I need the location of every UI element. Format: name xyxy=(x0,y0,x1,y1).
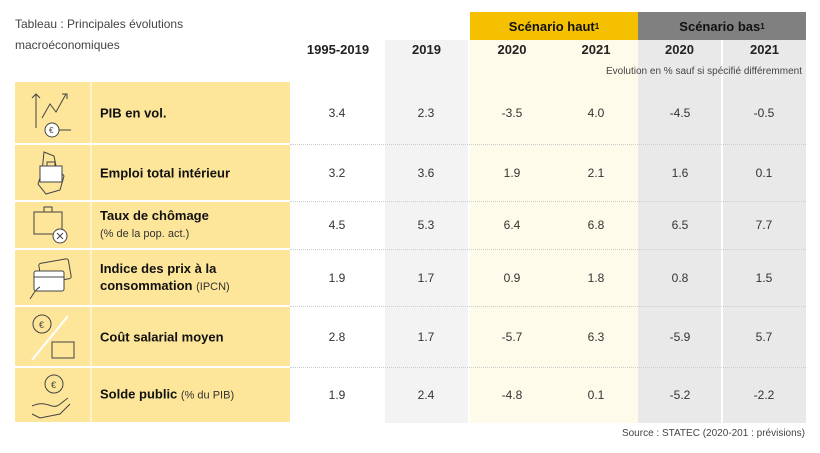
value-cell: 1.9 xyxy=(328,270,346,285)
euro-coin-briefcase-icon: € xyxy=(31,314,75,361)
row-sublabel: (% du PIB) xyxy=(180,389,235,402)
value-cell: 1.7 xyxy=(417,329,435,344)
table-row: € PIB en vol. 3.4 2.3 -3.5 4.0 -4.5 -0.5 xyxy=(15,82,806,145)
row-label-cell: Indice des prix à la consommation (IPCN) xyxy=(15,250,290,305)
value-cell: 0.9 xyxy=(503,270,521,285)
value-cell: -2.2 xyxy=(753,388,775,402)
svg-text:€: € xyxy=(51,380,56,390)
value-cell: -0.5 xyxy=(753,105,775,120)
briefcase-luxembourg-map-icon xyxy=(37,150,65,195)
row-label: Solde public xyxy=(100,386,178,402)
scenario-haut-label: Scénario haut xyxy=(508,18,595,34)
value-cell: -4.8 xyxy=(501,388,523,402)
divider xyxy=(90,145,92,200)
year-header: 2019 xyxy=(412,42,441,57)
row-label-cell: € PIB en vol. xyxy=(15,82,290,143)
row-label: Indice des prix à la consommation xyxy=(100,260,217,293)
divider xyxy=(90,82,92,143)
value-cell: 0.8 xyxy=(671,270,689,285)
value-cell: 1.9 xyxy=(328,388,346,402)
value-cell: 0.1 xyxy=(587,388,605,402)
value-cell: 3.4 xyxy=(328,105,346,120)
row-label-cell: Taux de chômage (% de la pop. act.) xyxy=(15,202,290,248)
row-label: Taux de chômage xyxy=(100,208,209,223)
row-sublabel: (IPCN) xyxy=(196,280,230,293)
table-row: € Coût salarial moyen 2.8 1.7 -5.7 6.3 -5.9 5.7 xyxy=(15,307,806,368)
value-cell: -5.2 xyxy=(669,388,691,402)
unit-note: Evolution en % sauf si spécifié différem… xyxy=(605,66,802,77)
row-sublabel: (% de la pop. act.) xyxy=(100,228,190,240)
value-cell: 6.3 xyxy=(587,329,605,344)
divider xyxy=(90,202,92,248)
table-row: Taux de chômage (% de la pop. act.) 4.5 5.3… xyxy=(15,202,806,250)
value-cell: 1.5 xyxy=(755,270,773,285)
row-label-cell: € Solde public (% du PIB) xyxy=(15,368,290,422)
year-header: 2021 xyxy=(750,42,779,57)
value-cell: -3.5 xyxy=(501,105,523,120)
value-cell: 6.4 xyxy=(503,218,521,232)
footnote-marker: 1 xyxy=(760,21,765,31)
table-row: € Solde public (% du PIB) 1.9 2.4 -4.8 0.1 -5.… xyxy=(15,368,806,422)
row-divider xyxy=(290,306,806,307)
hand-credit-card-icon xyxy=(29,257,72,299)
row-label: Emploi total intérieur xyxy=(100,165,231,180)
source-note: Source : STATEC (2020-201 : prévisions) xyxy=(621,428,805,439)
divider xyxy=(90,368,92,422)
row-label: Coût salarial moyen xyxy=(100,329,224,344)
value-cell: -5.7 xyxy=(501,329,523,344)
value-cell: -4.5 xyxy=(669,105,691,120)
svg-text:€: € xyxy=(49,126,54,135)
footnote-marker: 1 xyxy=(594,21,600,31)
value-cell: 4.0 xyxy=(587,105,605,120)
row-divider xyxy=(290,201,806,202)
year-header: 2020 xyxy=(497,42,527,57)
table-title: Tableau : Principales évolutions macroéc… xyxy=(15,17,184,52)
value-cell: 1.9 xyxy=(503,165,521,180)
scenario-haut-header: Scénario haut 1 xyxy=(470,12,638,40)
divider xyxy=(90,250,92,305)
column-bg-scenario-haut xyxy=(470,40,638,423)
table-row: Indice des prix à la consommation (IPCN)… xyxy=(15,250,806,307)
year-header: 2021 xyxy=(581,42,611,57)
value-cell: 4.5 xyxy=(328,218,346,232)
row-label: PIB en vol. xyxy=(100,105,167,120)
value-cell: -5.9 xyxy=(669,329,691,344)
value-cell: 2.8 xyxy=(328,329,346,344)
value-cell: 5.3 xyxy=(417,218,435,232)
row-label-cell: Emploi total intérieur xyxy=(15,145,290,200)
divider xyxy=(90,307,92,366)
scenario-bas-label: Scénario bas xyxy=(679,18,761,34)
value-cell: 1.8 xyxy=(587,270,605,285)
row-divider xyxy=(290,249,806,250)
value-cell: 6.8 xyxy=(587,218,605,232)
value-cell: 1.7 xyxy=(417,270,435,285)
value-cell: 7.7 xyxy=(755,218,773,232)
value-cell: 2.4 xyxy=(417,388,435,402)
value-cell: 6.5 xyxy=(671,218,689,232)
year-header: 2020 xyxy=(665,42,694,57)
value-cell: 1.6 xyxy=(671,165,689,180)
year-header: 1995-2019 xyxy=(306,42,370,57)
growth-chart-coins-icon: € xyxy=(31,92,71,137)
column-bg-bas-2021 xyxy=(723,40,806,423)
column-bg-bas-2020 xyxy=(638,40,721,423)
value-cell: 0.1 xyxy=(755,165,773,180)
value-cell: 2.3 xyxy=(417,105,435,120)
row-divider xyxy=(290,367,806,368)
value-cell: 2.1 xyxy=(587,165,605,180)
scenario-bas-header: Scénario bas 1 xyxy=(638,12,806,40)
column-bg-2019 xyxy=(385,40,468,423)
value-cell: 3.6 xyxy=(417,165,435,180)
briefcase-cross-icon xyxy=(33,206,68,244)
value-cell: 5.7 xyxy=(755,329,773,344)
value-cell: 3.2 xyxy=(328,165,346,180)
row-divider xyxy=(290,144,806,145)
hand-euro-coin-icon: € xyxy=(31,374,71,419)
row-label-cell: € Coût salarial moyen xyxy=(15,307,290,366)
table-row: Emploi total intérieur 3.2 3.6 1.9 2.1 1.6 0.1 xyxy=(15,145,806,202)
svg-text:€: € xyxy=(39,320,44,330)
